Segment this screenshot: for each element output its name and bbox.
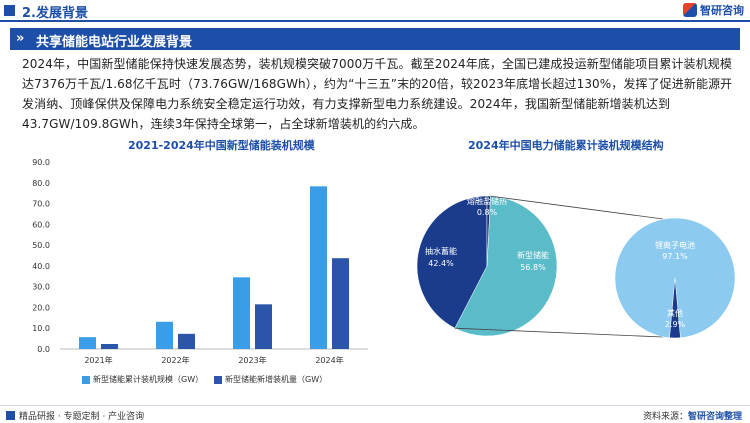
footer-source-prefix: 资料来源： xyxy=(642,412,688,422)
logo-mark-icon xyxy=(683,3,697,17)
pie-label-new-type: 新型储能 xyxy=(517,250,549,260)
intro-paragraph: 2024年，中国新型储能保持快速发展态势，装机规模突破7000万千瓦。截至202… xyxy=(22,57,733,131)
pie-slice xyxy=(486,195,491,267)
footer-source-name: 智研咨询整理 xyxy=(687,412,742,422)
pie-chart-title: 2024年中国电力储能累计装机规模结构 xyxy=(468,139,664,152)
pie-value-molten: 0.8% xyxy=(477,208,498,217)
bar-cumulative xyxy=(156,321,173,349)
y-tick-label: 80.0 xyxy=(32,179,50,188)
x-tick-label: 2022年 xyxy=(161,355,189,365)
pie-value-new-type: 56.8% xyxy=(520,263,546,272)
bar-new xyxy=(255,304,272,349)
sub-pie-value-other: 2.9% xyxy=(665,320,686,329)
x-tick-label: 2021年 xyxy=(84,355,112,365)
sub-pie-slice-lithium xyxy=(614,217,736,339)
section-marker-icon xyxy=(4,5,15,16)
pie-value-pumped: 42.4% xyxy=(428,259,454,268)
y-tick-label: 60.0 xyxy=(32,220,50,229)
bar-new xyxy=(178,333,195,349)
top-bar: 2.发展背景 智研咨询 xyxy=(0,0,750,22)
footer: 精品研报 · 专题定制 · 产业咨询 资料来源：智研咨询整理 xyxy=(0,405,750,423)
y-tick-label: 0.0 xyxy=(37,345,50,354)
footer-logo-icon xyxy=(6,411,15,420)
legend-item-cumulative: 新型储能累计装机规模（GW） xyxy=(82,374,203,385)
pie-label-pumped: 抽水蓄能 xyxy=(425,246,457,256)
footer-left: 精品研报 · 专题定制 · 产业咨询 xyxy=(6,409,144,422)
footer-slogan: 精品研报 · 专题定制 · 产业咨询 xyxy=(19,412,145,422)
connector-line-top xyxy=(490,195,664,220)
legend-item-new: 新型储能新增装机量（GW） xyxy=(214,374,327,385)
y-tick-label: 30.0 xyxy=(32,283,50,292)
logo-text: 智研咨询 xyxy=(700,4,744,17)
y-tick-label: 50.0 xyxy=(32,241,50,250)
sub-pie-label-other: 其他 xyxy=(667,308,683,318)
y-tick-label: 20.0 xyxy=(32,303,50,312)
legend-swatch-cumulative xyxy=(82,375,90,384)
x-tick-label: 2023年 xyxy=(238,355,266,365)
title-banner: » 共享储能电站行业发展背景 xyxy=(10,28,740,50)
y-tick-label: 90.0 xyxy=(32,158,50,167)
bar-chart-title: 2021-2024年中国新型储能装机规模 xyxy=(128,139,315,152)
legend-label-new: 新型储能新增装机量（GW） xyxy=(225,375,328,384)
sub-pie-value-lithium: 97.1% xyxy=(662,252,688,261)
chevron-right-icon: » xyxy=(16,31,25,46)
legend-swatch-new xyxy=(214,375,222,384)
x-tick-label: 2024年 xyxy=(315,355,343,365)
pie-slice xyxy=(454,195,558,337)
bar-chart: 0.0 10.0 20.0 30.0 40.0 50.0 60.0 70.0 80.0 90.0 2… xyxy=(32,158,368,365)
sub-pie-slice-other xyxy=(669,277,681,339)
sub-pie-label-lithium: 锂离子电池 xyxy=(655,240,695,250)
brand-logo: 智研咨询 xyxy=(683,2,744,18)
footer-source: 资料来源：智研咨询整理 xyxy=(643,409,742,422)
y-tick-label: 70.0 xyxy=(32,200,50,209)
bar-new xyxy=(101,344,118,349)
pie-label-molten: 熔融盐储热 xyxy=(467,196,507,206)
pie-chart: 新型储能 56.8% 抽水蓄能 42.4% 熔融盐储热 0.8% 锂离子电池 97.1% 其他 2… xyxy=(416,195,736,339)
bar-new xyxy=(332,258,349,349)
page-title: 共享储能电站行业发展背景 xyxy=(36,35,193,50)
y-tick-label: 10.0 xyxy=(32,324,50,333)
bar-cumulative xyxy=(233,277,250,349)
bar-cumulative xyxy=(310,186,327,349)
connector-line-bottom xyxy=(454,327,664,338)
legend-label-cumulative: 新型储能累计装机规模（GW） xyxy=(93,375,204,384)
y-tick-label: 40.0 xyxy=(32,262,50,271)
bar-cumulative xyxy=(79,337,96,349)
section-title: 2.发展背景 xyxy=(22,6,88,21)
pie-slice xyxy=(416,195,488,329)
